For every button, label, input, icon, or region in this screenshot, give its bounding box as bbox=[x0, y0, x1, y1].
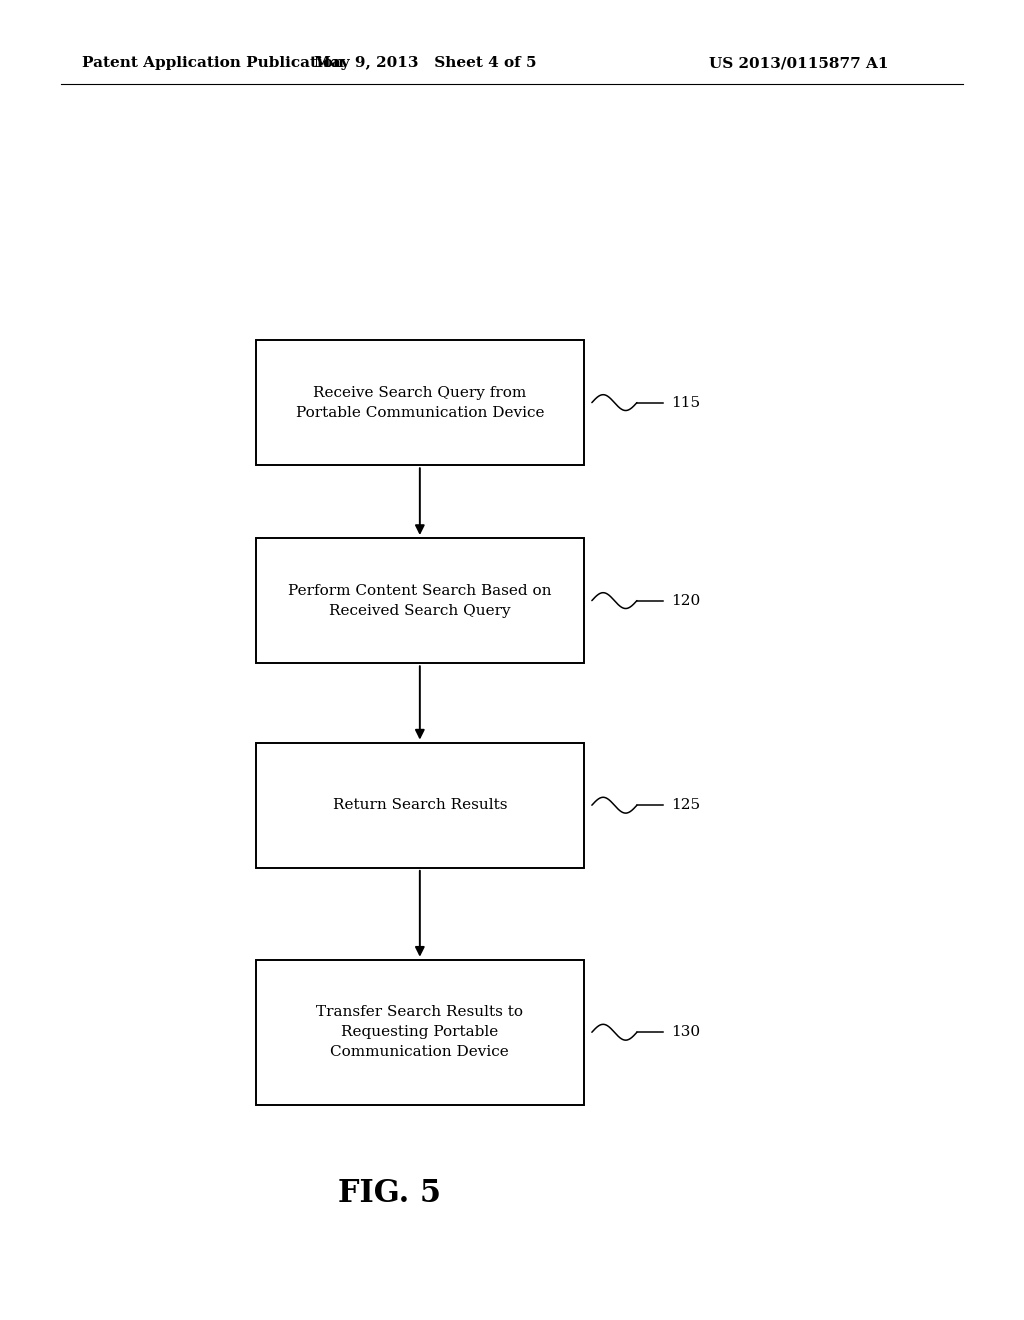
Bar bbox=[256, 341, 584, 466]
Text: FIG. 5: FIG. 5 bbox=[338, 1177, 440, 1209]
Bar bbox=[256, 539, 584, 663]
Text: 115: 115 bbox=[671, 396, 699, 409]
Text: Return Search Results: Return Search Results bbox=[333, 799, 507, 812]
Bar bbox=[256, 742, 584, 869]
Text: Receive Search Query from
Portable Communication Device: Receive Search Query from Portable Commu… bbox=[296, 385, 544, 420]
Text: US 2013/0115877 A1: US 2013/0115877 A1 bbox=[709, 57, 889, 70]
Text: 130: 130 bbox=[671, 1026, 699, 1039]
Text: Perform Content Search Based on
Received Search Query: Perform Content Search Based on Received… bbox=[288, 583, 552, 618]
Bar bbox=[256, 960, 584, 1105]
Text: 120: 120 bbox=[671, 594, 700, 607]
Text: Transfer Search Results to
Requesting Portable
Communication Device: Transfer Search Results to Requesting Po… bbox=[316, 1006, 523, 1059]
Text: May 9, 2013   Sheet 4 of 5: May 9, 2013 Sheet 4 of 5 bbox=[313, 57, 537, 70]
Text: 125: 125 bbox=[671, 799, 699, 812]
Text: Patent Application Publication: Patent Application Publication bbox=[82, 57, 344, 70]
